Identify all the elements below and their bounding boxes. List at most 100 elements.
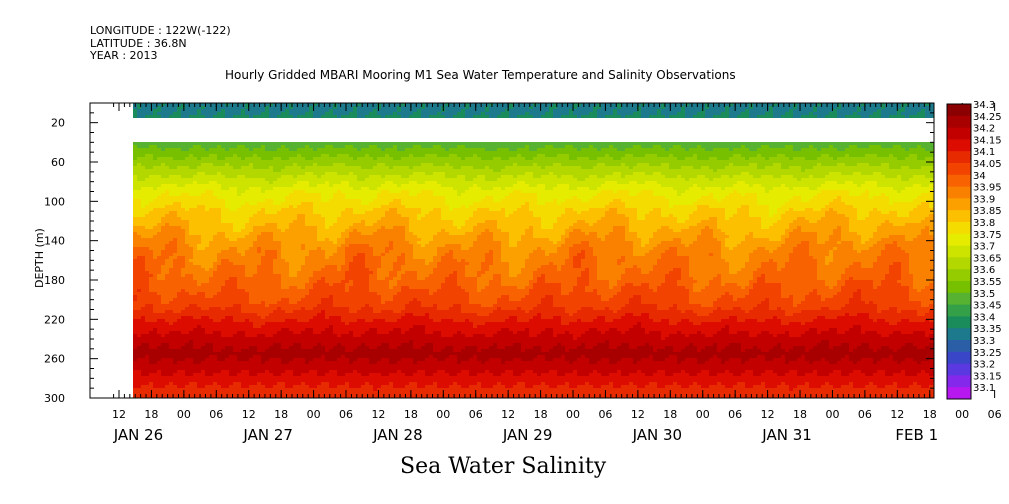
field-cell: [277, 232, 281, 235]
field-cell: [265, 364, 269, 367]
field-cell: [309, 271, 313, 274]
field-cell: [137, 361, 141, 364]
field-cell: [345, 244, 349, 247]
field-cell: [213, 235, 217, 238]
field-cell: [329, 112, 333, 115]
field-cell: [209, 145, 213, 148]
field-cell: [297, 109, 301, 112]
field-cell: [349, 259, 353, 262]
field-cell: [245, 256, 249, 259]
field-cell: [133, 277, 137, 280]
field-cell: [289, 205, 293, 208]
field-cell: [269, 292, 273, 295]
field-cell: [221, 346, 225, 349]
field-cell: [345, 316, 349, 319]
field-cell: [345, 238, 349, 241]
field-cell: [153, 205, 157, 208]
field-cell: [245, 370, 249, 373]
field-cell: [309, 382, 313, 385]
field-cell: [337, 352, 341, 355]
field-cell: [273, 244, 277, 247]
field-cell: [141, 271, 145, 274]
field-cell: [325, 280, 329, 283]
field-cell: [277, 244, 281, 247]
field-cell: [137, 319, 141, 322]
field-cell: [341, 202, 345, 205]
field-cell: [177, 364, 181, 367]
field-cell: [133, 145, 137, 148]
field-cell: [181, 181, 185, 184]
field-cell: [269, 304, 273, 307]
field-cell: [341, 262, 345, 265]
field-cell: [161, 352, 165, 355]
field-cell: [269, 334, 273, 337]
field-cell: [177, 253, 181, 256]
field-cell: [333, 271, 337, 274]
field-cell: [305, 103, 309, 106]
field-cell: [145, 313, 149, 316]
field-cell: [157, 361, 161, 364]
field-cell: [349, 265, 353, 268]
field-cell: [221, 187, 225, 190]
field-cell: [149, 253, 153, 256]
field-cell: [241, 337, 245, 340]
field-cell: [177, 292, 181, 295]
field-cell: [153, 274, 157, 277]
field-cell: [233, 367, 237, 370]
field-cell: [305, 358, 309, 361]
field-cell: [285, 163, 289, 166]
field-cell: [201, 259, 205, 262]
field-cell: [165, 274, 169, 277]
field-cell: [301, 172, 305, 175]
field-cell: [153, 232, 157, 235]
field-cell: [245, 280, 249, 283]
field-cell: [153, 196, 157, 199]
field-cell: [305, 346, 309, 349]
field-cell: [181, 289, 185, 292]
field-cell: [257, 334, 261, 337]
field-cell: [221, 289, 225, 292]
field-cell: [289, 370, 293, 373]
field-cell: [249, 286, 253, 289]
field-cell: [205, 358, 209, 361]
field-cell: [229, 103, 233, 106]
field-cell: [177, 328, 181, 331]
field-cell: [265, 151, 269, 154]
field-cell: [245, 205, 249, 208]
field-cell: [329, 193, 333, 196]
field-cell: [213, 184, 217, 187]
field-cell: [301, 391, 305, 394]
field-cell: [245, 211, 249, 214]
field-cell: [217, 322, 221, 325]
field-cell: [185, 394, 189, 397]
field-cell: [257, 313, 261, 316]
field-cell: [189, 271, 193, 274]
field-cell: [229, 274, 233, 277]
field-cell: [201, 316, 205, 319]
field-cell: [205, 172, 209, 175]
field-cell: [233, 217, 237, 220]
field-cell: [245, 349, 249, 352]
field-cell: [133, 316, 137, 319]
field-cell: [217, 163, 221, 166]
field-cell: [281, 370, 285, 373]
field-cell: [137, 256, 141, 259]
field-cell: [153, 346, 157, 349]
field-cell: [197, 160, 201, 163]
field-cell: [233, 394, 237, 397]
field-cell: [325, 391, 329, 394]
field-cell: [301, 244, 305, 247]
field-cell: [309, 310, 313, 313]
field-cell: [285, 262, 289, 265]
field-cell: [269, 394, 273, 397]
field-cell: [297, 271, 301, 274]
field-cell: [133, 199, 137, 202]
field-cell: [141, 313, 145, 316]
field-cell: [137, 331, 141, 334]
field-cell: [281, 151, 285, 154]
field-cell: [313, 229, 317, 232]
field-cell: [141, 280, 145, 283]
field-cell: [173, 214, 177, 217]
field-cell: [165, 241, 169, 244]
field-cell: [273, 349, 277, 352]
